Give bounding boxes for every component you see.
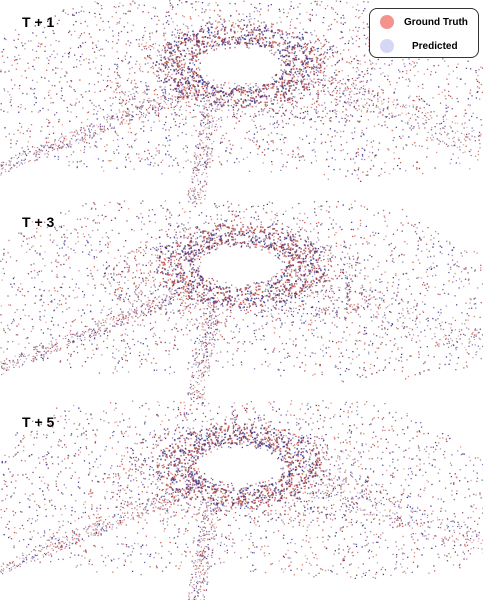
ground-truth-swatch (380, 15, 394, 29)
point-cloud-t3 (0, 200, 483, 400)
panel-label-t3: T + 3 (22, 214, 55, 230)
point-cloud-t5 (0, 400, 483, 600)
legend-item-ground-truth: Ground Truth (380, 14, 468, 30)
legend-label-predicted: Predicted (412, 40, 458, 52)
point-cloud-t1 (0, 0, 483, 200)
legend-label-ground-truth: Ground Truth (404, 16, 468, 28)
panel-t5: T + 5 (0, 400, 483, 600)
legend: Ground Truth Predicted (369, 8, 479, 58)
legend-item-predicted: Predicted (380, 38, 458, 54)
predicted-swatch (380, 39, 394, 53)
panel-t1: T + 1 (0, 0, 483, 200)
panel-t3: T + 3 (0, 200, 483, 400)
panel-label-t1: T + 1 (22, 14, 55, 30)
panel-label-t5: T + 5 (22, 414, 55, 430)
